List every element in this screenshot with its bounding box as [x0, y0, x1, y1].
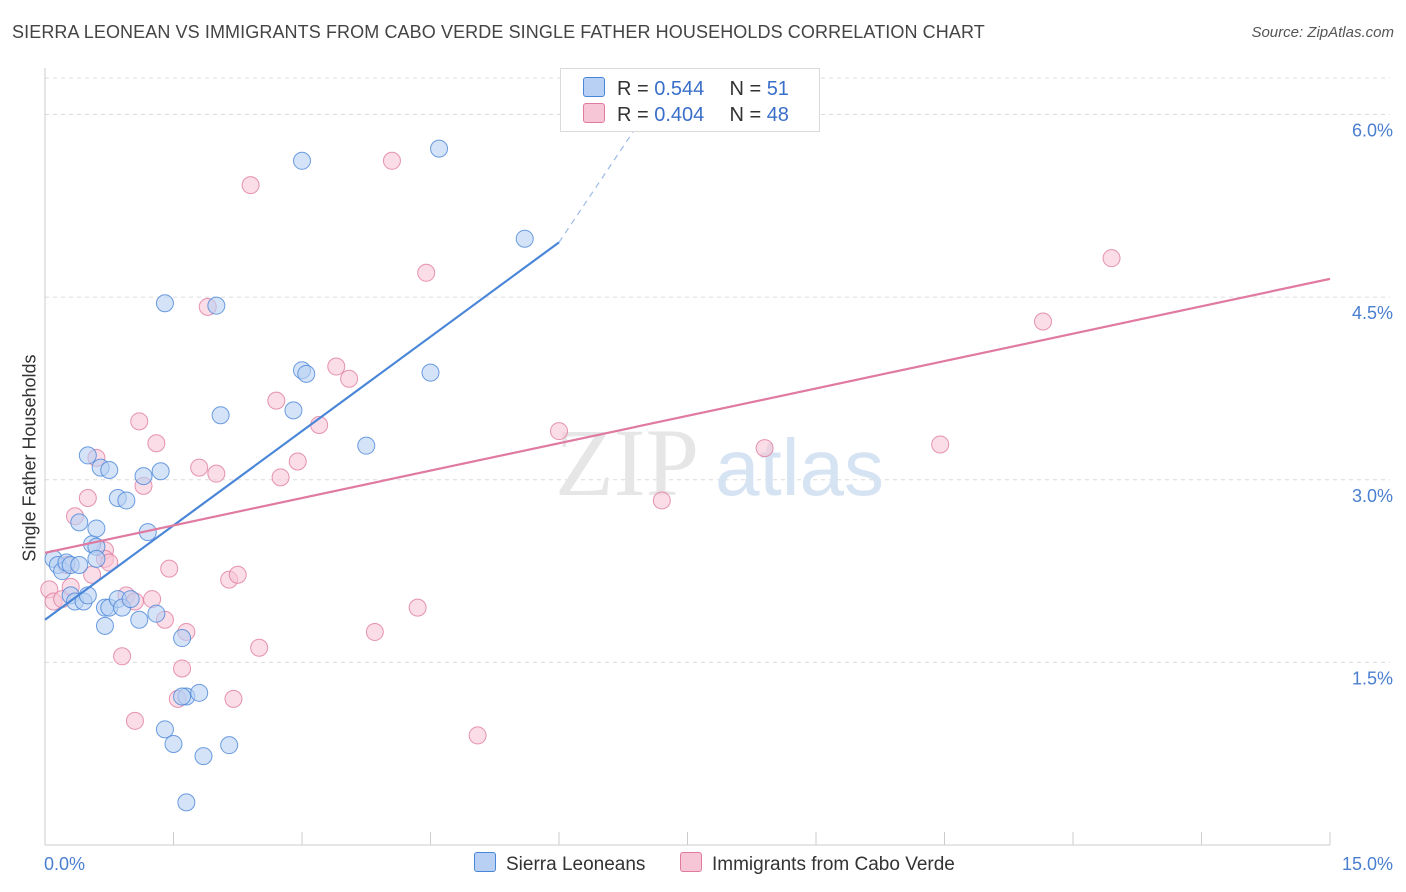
y-tick-label-3: 6.0%: [1352, 121, 1393, 141]
point-cabo-verde-6: [78, 489, 97, 508]
watermark-atlas: atlas: [715, 423, 884, 512]
point-cabo-verde-29: [224, 689, 243, 708]
point-cabo-verde-45: [652, 491, 671, 510]
bottom-legend-sierra-leoneans: Sierra Leoneans: [474, 852, 645, 876]
watermark-zip: ZIP: [555, 409, 699, 516]
point-cabo-verde-46: [755, 439, 774, 458]
point-cabo-verde-48: [1034, 312, 1053, 331]
watermark: ZIP atlas: [555, 409, 884, 516]
trend-line-sierra-leoneans-extension: [558, 114, 646, 243]
bottom-legend-label-pink: Immigrants from Cabo Verde: [712, 854, 955, 875]
y-axis-label: Single Father Households: [19, 354, 40, 562]
legend-n-label-blue: N =: [729, 78, 762, 100]
point-sierra-leoneans-15: [87, 549, 106, 568]
legend-swatch-blue: [583, 77, 605, 97]
point-sierra-leoneans-33: [164, 734, 183, 753]
chart-title: SIERRA LEONEAN VS IMMIGRANTS FROM CABO V…: [12, 22, 985, 42]
point-sierra-leoneans-24: [117, 491, 136, 510]
point-cabo-verde-25: [190, 458, 209, 477]
point-sierra-leoneans-40: [211, 406, 230, 425]
point-sierra-leoneans-7: [70, 513, 89, 532]
point-cabo-verde-43: [468, 726, 487, 745]
point-sierra-leoneans-14: [87, 519, 106, 538]
point-sierra-leoneans-47: [421, 363, 440, 382]
y-tick-label-1: 3.0%: [1352, 486, 1393, 506]
point-cabo-verde-15: [125, 711, 144, 730]
point-sierra-leoneans-42: [284, 401, 303, 420]
chart-source: Source: ZipAtlas.com: [1251, 24, 1394, 41]
legend-row-sierra-leoneans: R = 0.544 N = 51: [583, 77, 789, 101]
bottom-legend-swatch-blue: [474, 852, 496, 872]
axes: [44, 68, 1331, 846]
legend-row-cabo-verde: R = 0.404 N = 48: [583, 103, 789, 127]
bottom-legend-cabo-verde: Immigrants from Cabo Verde: [680, 852, 955, 876]
legend-r-label-blue: R =: [617, 78, 649, 100]
trend-lines: [44, 114, 1331, 621]
point-cabo-verde-40: [382, 151, 401, 170]
point-cabo-verde-38: [340, 369, 359, 388]
point-cabo-verde-49: [1102, 249, 1121, 268]
bottom-legend-label-blue: Sierra Leoneans: [506, 854, 646, 875]
point-cabo-verde-12: [113, 647, 132, 666]
trend-line-cabo-verde: [44, 277, 1331, 554]
point-sierra-leoneans-19: [100, 461, 119, 480]
series-sierra-leoneans-points: [44, 139, 534, 812]
y-tick-label-0: 1.5%: [1352, 668, 1393, 688]
x-tick-label-1: 15.0%: [1342, 854, 1393, 874]
point-cabo-verde-23: [173, 659, 192, 678]
point-cabo-verde-31: [241, 176, 260, 195]
legend-n-value-pink: 48: [766, 104, 789, 126]
legend-n-value-blue: 51: [766, 78, 789, 100]
point-sierra-leoneans-41: [220, 736, 239, 755]
point-sierra-leoneans-30: [151, 462, 170, 481]
legend-swatch-pink: [583, 103, 605, 123]
point-sierra-leoneans-45: [293, 151, 311, 170]
legend-r-value-blue: 0.544: [654, 78, 705, 100]
point-cabo-verde-35: [288, 452, 307, 471]
point-sierra-leoneans-31: [155, 294, 174, 313]
point-cabo-verde-27: [207, 464, 226, 483]
legend-r-label-pink: R =: [617, 104, 649, 126]
point-cabo-verde-16: [130, 412, 149, 431]
point-sierra-leoneans-38: [194, 747, 213, 766]
point-sierra-leoneans-50: [173, 687, 192, 706]
trend-line-sierra-leoneans: [44, 241, 560, 621]
point-cabo-verde-39: [365, 622, 384, 641]
point-cabo-verde-47: [931, 435, 950, 454]
point-sierra-leoneans-48: [430, 139, 449, 158]
point-sierra-leoneans-49: [515, 229, 534, 248]
point-cabo-verde-19: [147, 434, 166, 453]
y-tick-label-2: 4.5%: [1352, 303, 1393, 323]
point-sierra-leoneans-34: [173, 629, 192, 648]
point-cabo-verde-41: [408, 598, 427, 617]
point-cabo-verde-33: [267, 391, 286, 410]
point-sierra-leoneans-18: [95, 616, 114, 635]
point-sierra-leoneans-37: [190, 683, 209, 702]
bottom-legend-swatch-pink: [680, 852, 702, 872]
point-sierra-leoneans-35: [177, 793, 196, 812]
point-sierra-leoneans-44: [297, 364, 316, 383]
legend-n-label-pink: N =: [729, 104, 762, 126]
x-tick-label-0: 0.0%: [44, 854, 85, 874]
point-sierra-leoneans-26: [130, 610, 149, 629]
point-cabo-verde-34: [271, 468, 290, 487]
tick-labels: 1.5% 3.0% 4.5% 6.0% 0.0% 15.0%: [44, 121, 1393, 874]
point-sierra-leoneans-29: [147, 604, 166, 623]
point-cabo-verde-21: [160, 559, 179, 578]
point-sierra-leoneans-25: [121, 590, 140, 609]
point-cabo-verde-32: [250, 638, 269, 657]
correlation-legend: R = 0.544 N = 51 R = 0.404 N = 48: [560, 68, 820, 132]
legend-r-value-pink: 0.404: [654, 104, 705, 126]
point-sierra-leoneans-46: [357, 436, 376, 455]
point-sierra-leoneans-12: [78, 446, 97, 465]
point-sierra-leoneans-32: [155, 720, 174, 739]
point-cabo-verde-30: [228, 565, 247, 584]
point-cabo-verde-42: [417, 263, 436, 282]
point-cabo-verde-37: [327, 357, 346, 376]
point-cabo-verde-44: [550, 422, 568, 441]
point-sierra-leoneans-39: [207, 296, 226, 315]
point-sierra-leoneans-8: [70, 555, 89, 574]
point-sierra-leoneans-27: [134, 467, 153, 486]
